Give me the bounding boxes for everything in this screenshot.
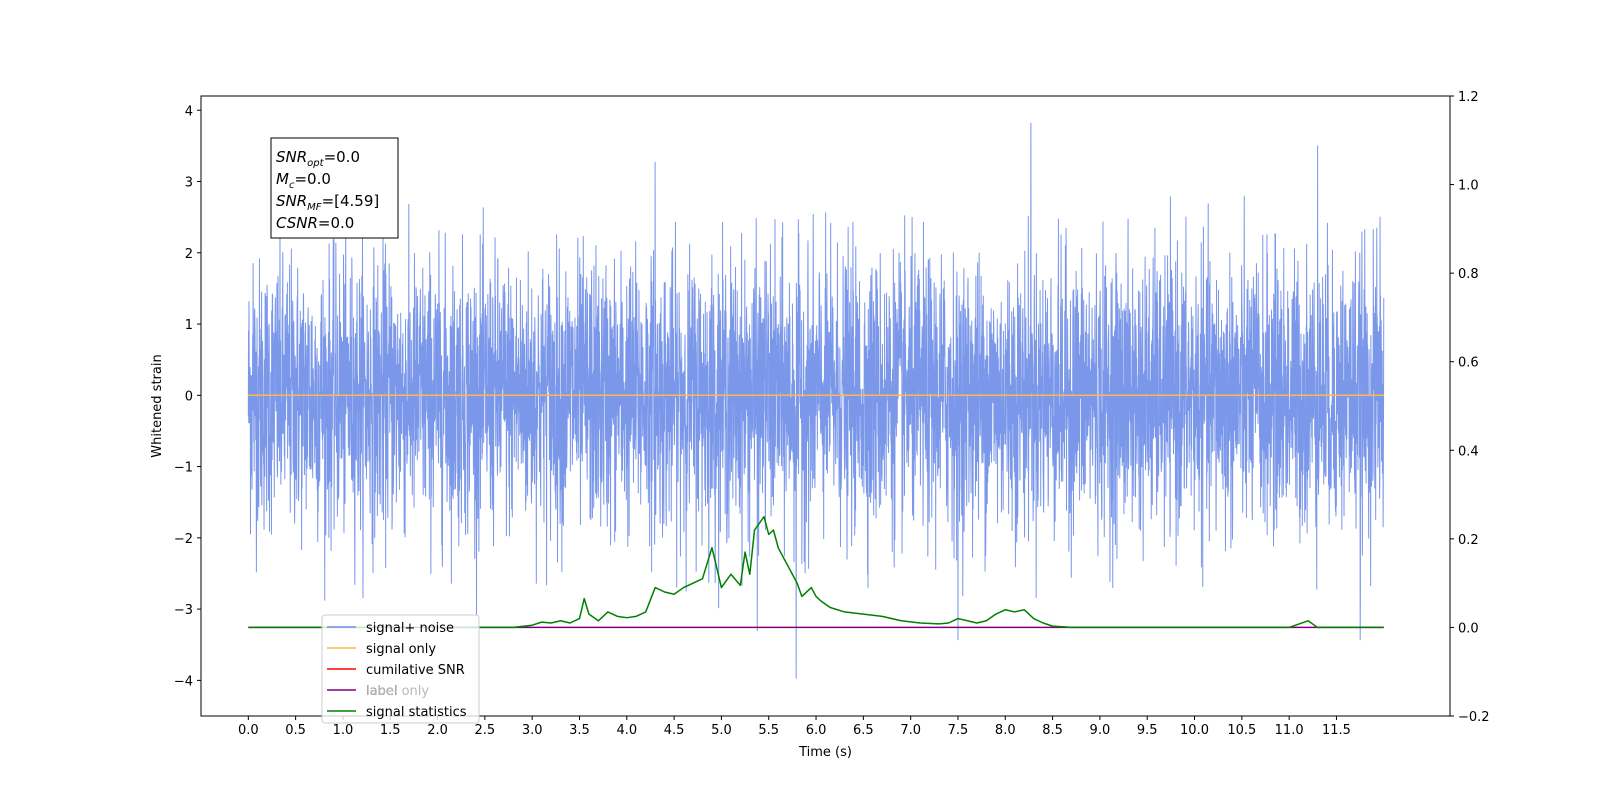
legend-label: label [366,684,397,699]
x-tick-label: 8.5 [1042,723,1063,738]
x-tick-label: 3.5 [569,723,590,738]
annotation-line: Mc=0.0 [276,170,331,191]
x-tick-label: 2.0 [427,723,448,738]
y-tick-label: 4 [185,104,193,119]
x-axis-label: Time (s) [798,745,852,760]
legend-label: signal statistics [366,705,467,720]
y-axis-ticks: −4 −3 −2 −1 0 1 2 3 4 [174,104,201,689]
y2-tick-label: 1.0 [1458,179,1479,194]
x-tick-label: 10.5 [1227,723,1256,738]
y-tick-label: 3 [185,176,193,191]
x-tick-label: 1.5 [380,723,401,738]
axes-frame [200,95,1451,717]
x-tick-label: 9.0 [1090,723,1111,738]
y2-tick-label: 0.0 [1458,621,1479,636]
x-tick-label: 1.0 [333,723,354,738]
y2-tick-label: 0.4 [1458,444,1479,459]
annotation-line: CSNR=0.0 [276,214,354,232]
x-tick-label: 4.0 [616,723,637,738]
y-tick-label: 1 [185,318,193,333]
legend-label: signal only [366,642,436,657]
x-tick-label: 0.0 [238,723,259,738]
x-tick-label: 7.0 [900,723,921,738]
x-tick-label: 6.0 [806,723,827,738]
x-tick-label: 9.5 [1137,723,1158,738]
x-tick-label: 0.5 [285,723,306,738]
legend: signal+ noise signal only cumilative SNR la… [321,614,480,724]
y-tick-label: −1 [174,461,193,476]
x-tick-label: 7.5 [948,723,969,738]
y2-tick-label: 0.8 [1458,267,1479,282]
y-axis-label: Whitened strain [150,354,165,457]
annotation-line: SNRMF=[4.59] [276,192,379,213]
x-tick-label: 4.5 [664,723,685,738]
x-axis-ticks: 0.0 0.5 1.0 1.5 2.0 2.5 3.0 3.5 4.0 4.5 5.0 5.5 6.0 6… [238,716,1351,738]
y-tick-label: 0 [185,389,193,404]
legend-label: cumilative SNR [366,663,465,678]
series-signal-statistics [248,515,1384,629]
legend-frame [321,614,480,724]
x-tick-label: 2.5 [475,723,496,738]
y2-tick-label: −0.2 [1458,710,1490,725]
x-tick-label: 11.0 [1275,723,1304,738]
annotation-line: SNRopt=0.0 [276,148,360,169]
y-tick-label: 2 [185,247,193,262]
x-tick-label: 11.5 [1322,723,1351,738]
y2-tick-label: 0.2 [1458,533,1479,548]
y-tick-label: −2 [174,532,193,547]
y-tick-label: −4 [174,674,193,689]
x-tick-label: 8.0 [995,723,1016,738]
legend-ghost-label: label only [366,684,429,699]
y-tick-label: −3 [174,603,193,618]
x-tick-label: 5.5 [758,723,779,738]
x-tick-label: 6.5 [853,723,874,738]
series-signal-noise [247,122,1385,679]
x-tick-label: 3.0 [522,723,543,738]
x-tick-label: 5.0 [711,723,732,738]
y2-tick-label: 1.2 [1458,90,1479,105]
legend-label: signal+ noise [366,621,454,636]
annotation-frame [270,137,399,239]
y2-axis-ticks: −0.2 0.0 0.2 0.4 0.6 0.8 1.0 1.2 [1450,90,1490,725]
y2-tick-label: 0.6 [1458,356,1479,371]
x-tick-label: 10.0 [1180,723,1209,738]
